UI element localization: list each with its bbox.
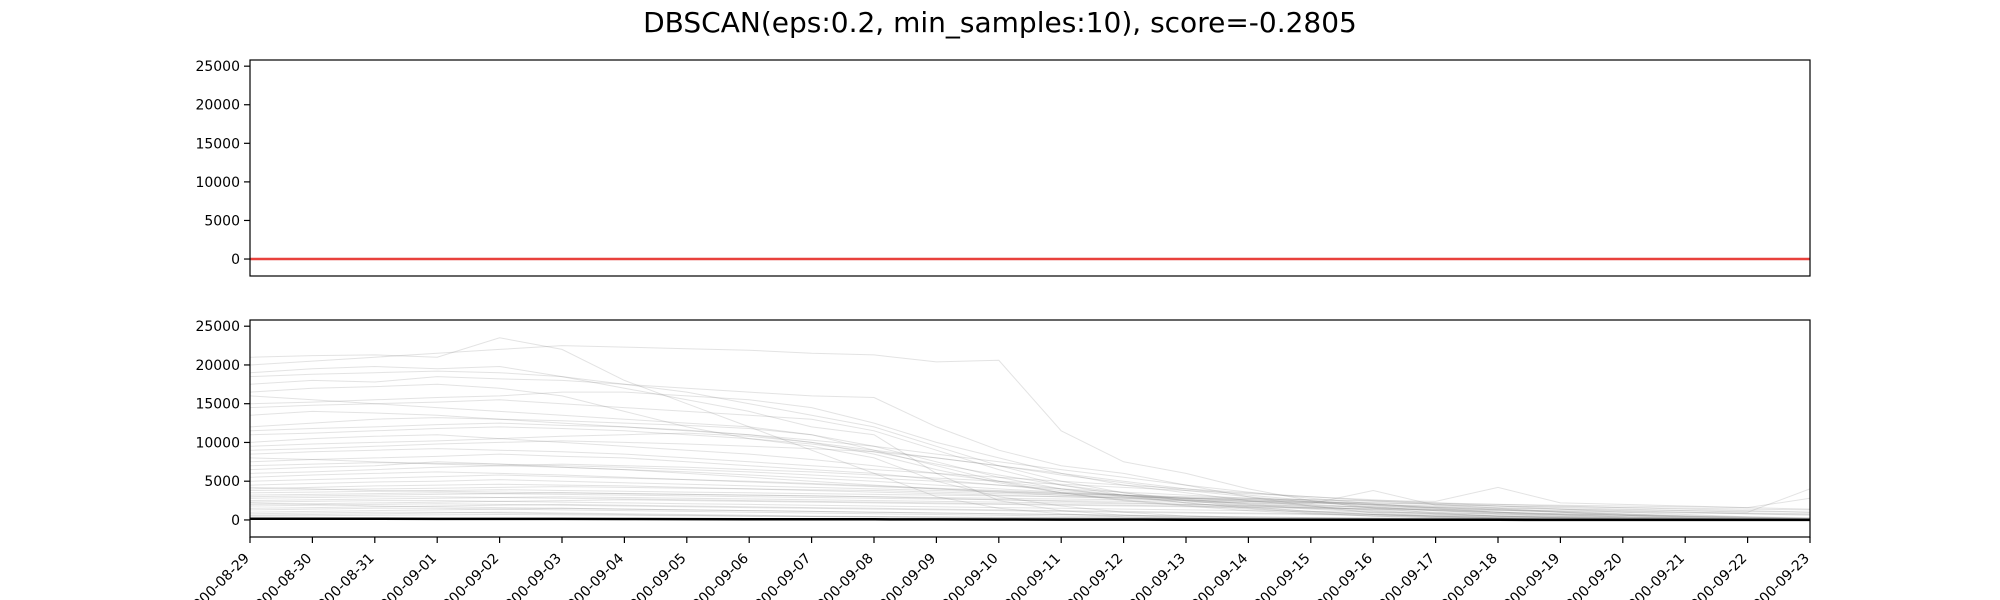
series-line-2-19 [250, 474, 1810, 519]
series-line-2-15 [250, 462, 1810, 520]
y-tick-label-1-5: 20000 [195, 98, 240, 114]
series-line-2-18 [250, 471, 1810, 520]
x-tick-label-21: 1900-09-18 [1432, 551, 1501, 600]
series-line-2-26 [250, 496, 1810, 515]
panel-1-frame [249, 59, 1811, 277]
y-tick-label-1-4: 15000 [195, 136, 240, 152]
x-tick-label-23: 1900-09-20 [1557, 551, 1626, 600]
panel-2-lines [250, 337, 1810, 522]
series-line-2-16 [250, 461, 1810, 520]
x-tick-label-15: 1900-09-12 [1058, 551, 1127, 600]
series-line-2-11 [250, 432, 1810, 521]
series-line-2-31 [250, 503, 1810, 521]
x-tick-label-13: 1900-09-10 [933, 551, 1002, 600]
panel-2: 05000100001500020000250001900-08-291900-… [184, 319, 1813, 600]
x-tick-label-11: 1900-09-08 [808, 551, 877, 600]
y-tick-label-1-2: 5000 [204, 213, 240, 229]
x-tick-label-1: 1900-08-29 [184, 551, 253, 600]
series-line-2-10 [250, 434, 1810, 521]
y-tick-label-2-4: 15000 [195, 397, 240, 413]
x-tick-label-2: 1900-08-30 [246, 551, 315, 600]
x-tick-label-9: 1900-09-06 [683, 550, 752, 600]
x-tick-label-17: 1900-09-14 [1182, 550, 1251, 600]
y-tick-label-2-1: 0 [231, 513, 240, 529]
series-line-2-28 [250, 500, 1810, 519]
series-line-2-20 [250, 479, 1810, 513]
x-tick-label-16: 1900-09-13 [1120, 551, 1189, 600]
series-line-2-41 [250, 422, 1810, 521]
chart-title: DBSCAN(eps:0.2, min_samples:10), score=-… [643, 6, 1357, 39]
x-tick-label-5: 1900-09-02 [434, 551, 503, 600]
series-line-2-25 [250, 492, 1810, 509]
series-line-2-37 [250, 383, 1810, 521]
y-tick-label-1-6: 25000 [195, 59, 240, 75]
x-tick-label-7: 1900-09-04 [558, 550, 627, 600]
series-line-2-12 [250, 448, 1810, 520]
y-tick-label-1-3: 10000 [195, 175, 240, 191]
x-tick-label-12: 1900-09-09 [870, 551, 939, 600]
y-tick-label-2-6: 25000 [195, 319, 240, 335]
x-tick-label-22: 1900-09-19 [1494, 551, 1563, 600]
series-line-2-27 [250, 496, 1810, 513]
series-line-2-8 [250, 417, 1810, 521]
series-line-2-40 [250, 440, 1810, 520]
series-line-2-24 [250, 489, 1810, 511]
series-line-2-29 [250, 499, 1810, 515]
series-line-2-30 [250, 503, 1810, 521]
series-line-2-17 [250, 463, 1810, 519]
series-line-2-7 [250, 410, 1810, 521]
series-line-2-23 [250, 486, 1810, 510]
mean-series-line-2 [250, 517, 1810, 522]
x-tick-label-8: 1900-09-05 [621, 551, 690, 600]
y-tick-label-2-3: 10000 [195, 435, 240, 451]
series-line-2-21 [250, 483, 1810, 516]
x-tick-label-24: 1900-09-21 [1619, 551, 1688, 600]
y-tick-label-2-5: 20000 [195, 358, 240, 374]
series-line-2-9 [250, 426, 1810, 521]
y-tick-label-2-2: 5000 [204, 474, 240, 490]
x-tick-label-4: 1900-09-01 [371, 551, 440, 600]
series-line-2-22 [250, 486, 1810, 513]
x-tick-label-3: 1900-08-31 [309, 551, 378, 600]
panel-2-frame [249, 319, 1811, 538]
x-tick-label-25: 1900-09-22 [1682, 551, 1751, 600]
series-line-2-4 [250, 345, 1810, 521]
x-tick-label-10: 1900-09-07 [746, 551, 815, 600]
x-tick-label-14: 1900-09-11 [995, 551, 1064, 600]
series-line-2-13 [250, 457, 1810, 520]
x-tick-label-26: 1900-09-23 [1744, 551, 1813, 600]
series-line-2-43 [250, 486, 1810, 520]
x-tick-label-6: 1900-09-03 [496, 551, 565, 600]
x-tick-label-20: 1900-09-17 [1370, 551, 1439, 600]
panel-1: 0 5000 10000 15000 20000 25000 [195, 59, 1811, 277]
series-line-2-14 [250, 453, 1810, 521]
x-tick-label-18: 1900-09-15 [1245, 551, 1314, 600]
x-tick-label-19: 1900-09-16 [1307, 550, 1376, 600]
series-line-2-6 [250, 391, 1810, 521]
y-tick-label-1-1: 0 [231, 252, 240, 268]
